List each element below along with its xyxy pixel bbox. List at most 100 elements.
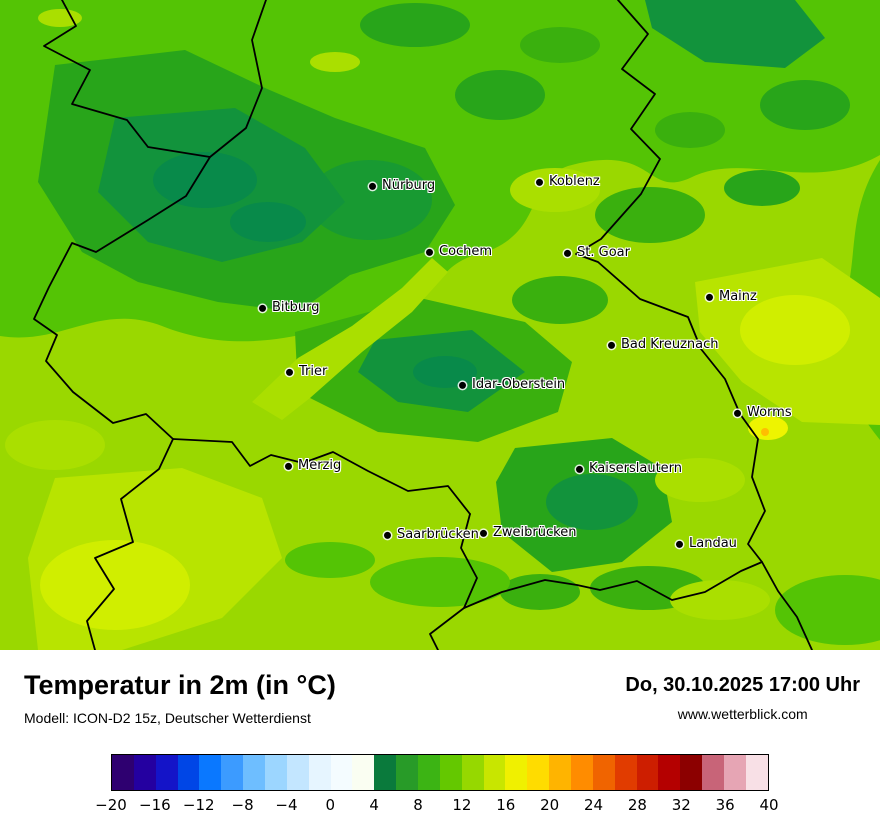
- city-marker-idar-oberstein: Idar-Oberstein: [459, 376, 566, 392]
- colorbar-segment: [592, 755, 615, 790]
- city-marker-st-goar: St. Goar: [564, 244, 630, 260]
- colorbar-segment: [724, 755, 746, 790]
- colorbar-segment: [439, 755, 462, 790]
- city-marker-trier: Trier: [286, 363, 328, 379]
- city-dot: [426, 248, 433, 256]
- colorbar-segment: [461, 755, 484, 790]
- colorbar-segment: [418, 755, 440, 790]
- colorbar-segment: [177, 755, 200, 790]
- colorbar-tick-labels: −20 −16 −12 −8 −4 0 4 8 12 16 20 24 28 32 36 40: [95, 796, 778, 816]
- colorbar-tick-label: 0: [325, 796, 336, 814]
- city-marker-merzig: Merzig: [285, 457, 342, 473]
- map-area: Nürburg Koblenz Cochem St. Goar Mainz Bitburg…: [0, 0, 880, 650]
- city-marker-zweibrücken: Zweibrücken: [480, 524, 577, 540]
- state-borders: [33, 0, 813, 650]
- city-dot: [564, 249, 571, 257]
- colorbar-segment: [155, 755, 178, 790]
- city-marker-nürburg: Nürburg: [369, 177, 436, 193]
- temperature-map: [0, 0, 880, 650]
- city-label: Mainz: [719, 288, 757, 304]
- colorbar-segment: [745, 755, 768, 790]
- colorbar-tick-label: −12: [182, 796, 215, 814]
- colorbar-segment: [133, 755, 156, 790]
- datetime-label: Do, 30.10.2025 17:00 Uhr: [625, 674, 860, 696]
- city-label: Cochem: [439, 243, 493, 259]
- colorbar-segment: [112, 755, 134, 790]
- city-label: Trier: [299, 363, 328, 379]
- colorbar-tick-label: 4: [369, 796, 379, 814]
- city-label: Koblenz: [549, 173, 600, 189]
- colorbar-segment: [527, 755, 550, 790]
- colorbar-segment: [702, 755, 725, 790]
- colorbar-segment: [352, 755, 375, 790]
- colorbar-segment: [636, 755, 659, 790]
- page-title: Temperatur in 2m (in °C): [24, 670, 336, 700]
- colorbar-tick-label: 40: [759, 796, 779, 814]
- city-label: Idar-Oberstein: [472, 376, 566, 392]
- colorbar-segment: [571, 755, 593, 790]
- colorbar-segment: [614, 755, 637, 790]
- city-label: Bad Kreuznach: [621, 336, 719, 352]
- city-marker-saarbrücken: Saarbrücken: [384, 526, 479, 542]
- colorbar-segment: [549, 755, 572, 790]
- model-info: Modell: ICON-D2 15z, Deutscher Wetterdie…: [24, 710, 311, 726]
- footer: Temperatur in 2m (in °C) Modell: ICON-D2…: [0, 650, 880, 830]
- colorbar-segment: [308, 755, 331, 790]
- colorbar-tick-label: 12: [452, 796, 472, 814]
- city-label: Worms: [747, 404, 792, 420]
- colorbar-segment: [221, 755, 244, 790]
- city-label: Nürburg: [382, 177, 436, 193]
- city-marker-kaiserslautern: Kaiserslautern: [576, 460, 683, 476]
- city-marker-bad-kreuznach: Bad Kreuznach: [608, 336, 719, 352]
- website-label: www.wetterblick.com: [677, 706, 808, 722]
- city-dot: [384, 531, 391, 539]
- colorbar-tick-label: 16: [496, 796, 516, 814]
- city-dot: [676, 540, 683, 548]
- colorbar-segment: [396, 755, 419, 790]
- city-dot: [608, 341, 615, 349]
- city-marker-mainz: Mainz: [706, 288, 757, 304]
- city-label: Zweibrücken: [493, 524, 577, 540]
- city-dot: [259, 304, 266, 312]
- colorbar-tick-label: 32: [671, 796, 691, 814]
- temperature-field: [0, 0, 880, 650]
- colorbar-tick-label: 8: [413, 796, 423, 814]
- city-dot: [734, 409, 741, 417]
- city-label: St. Goar: [577, 244, 630, 260]
- colorbar-segment: [199, 755, 222, 790]
- colorbar-tick-label: −16: [139, 796, 171, 814]
- colorbar-tick-label: −8: [231, 796, 254, 814]
- city-marker-landau: Landau: [676, 535, 737, 551]
- city-dot: [369, 182, 376, 190]
- colorbar-segment: [658, 755, 681, 790]
- temperature-colorbar: [111, 754, 769, 791]
- city-dot: [536, 178, 543, 186]
- city-label: Saarbrücken: [397, 526, 479, 542]
- colorbar-tick-label: −4: [275, 796, 298, 814]
- colorbar-segment: [265, 755, 287, 790]
- colorbar-segment: [680, 755, 703, 790]
- city-label: Bitburg: [272, 299, 320, 315]
- colorbar-segment: [374, 755, 397, 790]
- datetime-block: Do, 30.10.2025 17:00 Uhr www.wetterblick…: [625, 674, 860, 722]
- city-marker-koblenz: Koblenz: [536, 173, 600, 189]
- city-marker-cochem: Cochem: [426, 243, 493, 259]
- colorbar-segment: [286, 755, 309, 790]
- colorbar-segment: [243, 755, 266, 790]
- colorbar-segment: [483, 755, 506, 790]
- colorbar-segment: [505, 755, 528, 790]
- city-label: Kaiserslautern: [589, 460, 683, 476]
- city-dot: [286, 368, 293, 376]
- city-dot: [285, 462, 292, 470]
- city-dot: [459, 381, 466, 389]
- city-markers-layer: Nürburg Koblenz Cochem St. Goar Mainz Bitburg…: [259, 173, 792, 551]
- colorbar-tick-label: 20: [540, 796, 560, 814]
- city-dot: [706, 293, 713, 301]
- city-label: Landau: [689, 535, 737, 551]
- city-marker-bitburg: Bitburg: [259, 299, 320, 315]
- city-dot: [576, 465, 583, 473]
- city-dot: [480, 529, 487, 537]
- colorbar-segment: [330, 755, 353, 790]
- city-label: Merzig: [298, 457, 342, 473]
